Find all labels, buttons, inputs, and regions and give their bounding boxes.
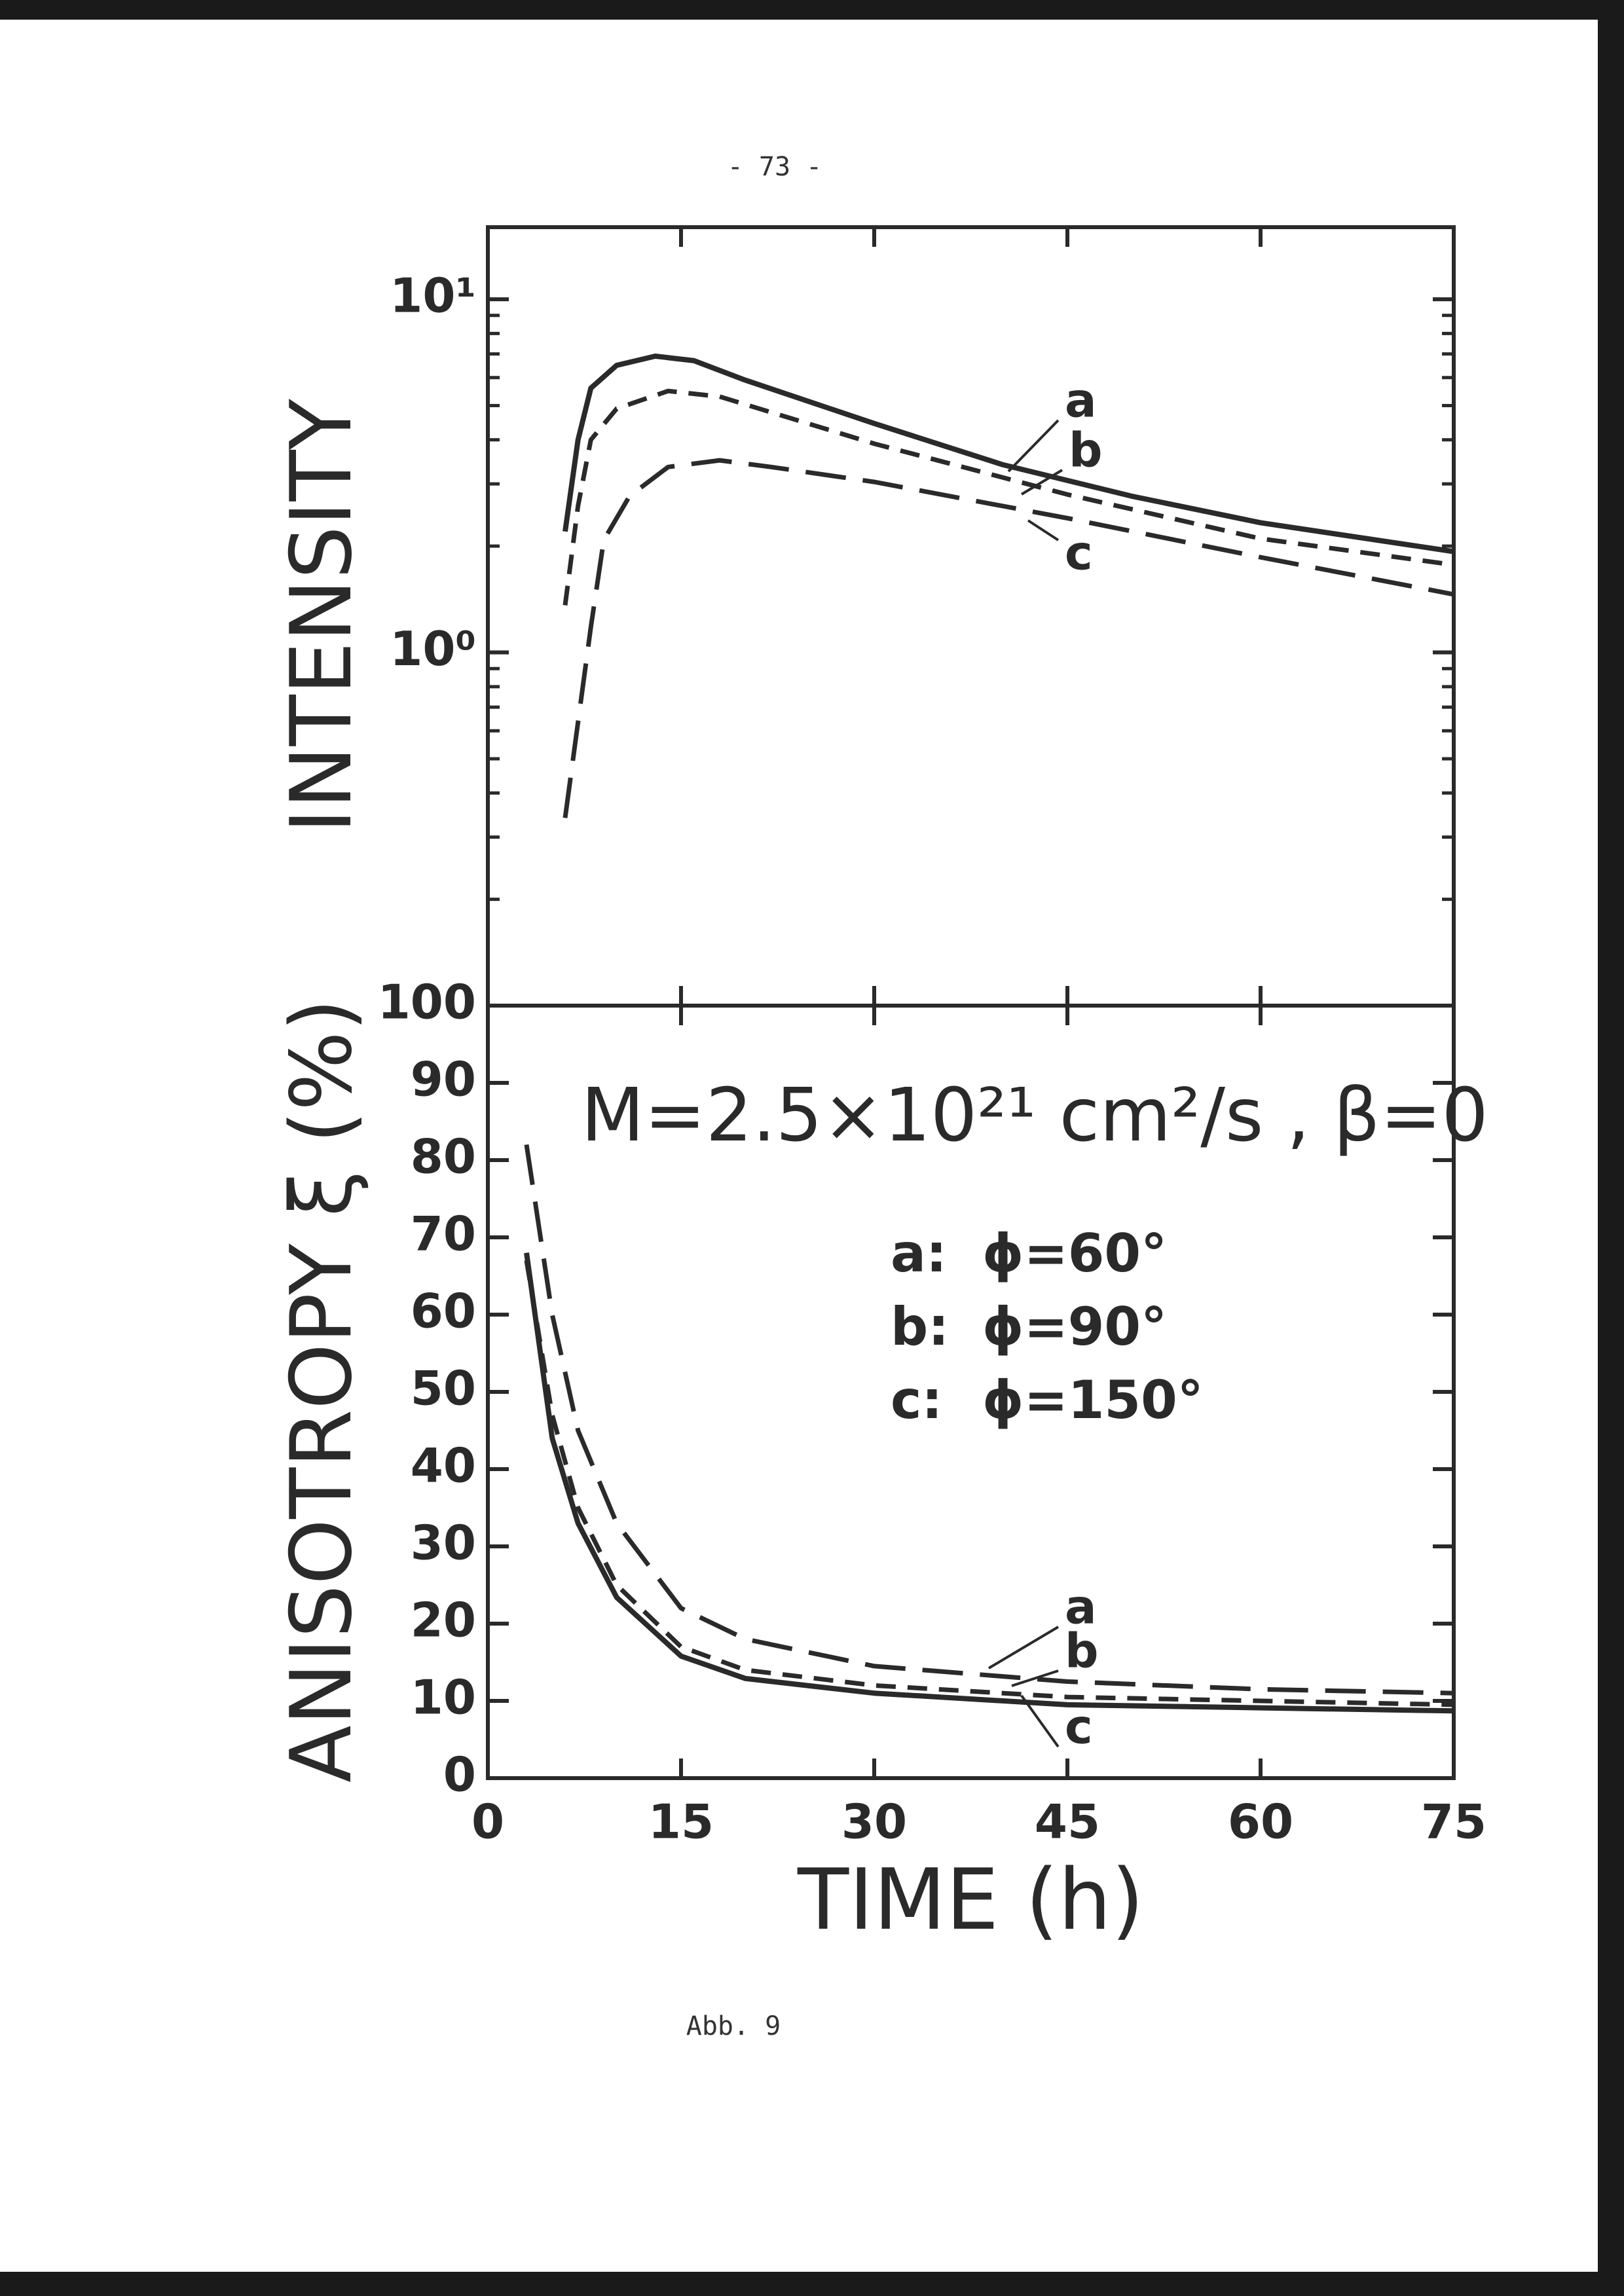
y-tick-label: 40 bbox=[411, 1438, 476, 1493]
y-tick-label: 20 bbox=[411, 1593, 476, 1648]
y-tick-label: 10¹ bbox=[390, 268, 476, 323]
x-tick-label: 15 bbox=[648, 1795, 714, 1850]
scan-edge-right bbox=[1598, 0, 1624, 2296]
curve-label-leader bbox=[1020, 1694, 1060, 1748]
legend-label: ϕ=90° bbox=[982, 1296, 1167, 1357]
curve-label-leader bbox=[1027, 519, 1060, 541]
y-tick-label: 10⁰ bbox=[390, 621, 476, 676]
x-tick-label: 45 bbox=[1035, 1795, 1100, 1850]
curve bbox=[524, 1252, 1454, 1714]
legend-label: ϕ=150° bbox=[982, 1370, 1204, 1430]
figure: 10⁰10¹abcINTENSITY0102030405060708090100… bbox=[273, 225, 1488, 1949]
x-tick-label: 60 bbox=[1228, 1795, 1293, 1850]
x-tick-label: 30 bbox=[841, 1795, 907, 1850]
curve bbox=[563, 458, 1454, 818]
y-tick-label: 100 bbox=[378, 975, 476, 1030]
x-axis-title: TIME (h) bbox=[797, 1851, 1144, 1949]
curve-label-leader bbox=[1007, 419, 1060, 473]
scan-edge-bottom bbox=[0, 2272, 1624, 2296]
y-tick-label: 70 bbox=[411, 1207, 476, 1262]
y-tick-label: 50 bbox=[411, 1361, 476, 1416]
curve bbox=[563, 354, 1454, 555]
y-axis-title: INTENSITY bbox=[273, 398, 371, 833]
legend-key: a: bbox=[891, 1223, 947, 1284]
curve-label: c bbox=[1065, 526, 1093, 581]
curve-label: a bbox=[1065, 373, 1097, 428]
curve bbox=[524, 1260, 1454, 1707]
scan-edge-top bbox=[0, 0, 1624, 20]
legend-label: ϕ=60° bbox=[982, 1223, 1167, 1284]
curve bbox=[563, 388, 1454, 606]
y-axis-title: ANISOTROPY ξ (%) bbox=[273, 998, 371, 1783]
curve-label-leader bbox=[1020, 469, 1063, 496]
curve-label: a bbox=[1065, 1580, 1097, 1635]
y-tick-label: 80 bbox=[411, 1129, 476, 1184]
curve-label: b bbox=[1065, 1624, 1099, 1679]
page-number: - 73 - bbox=[728, 152, 822, 182]
legend-key: c: bbox=[891, 1370, 942, 1430]
curve-label: b bbox=[1069, 423, 1103, 478]
curve bbox=[524, 1144, 1454, 1696]
y-tick-label: 0 bbox=[443, 1747, 476, 1802]
x-tick-label: 0 bbox=[471, 1795, 504, 1850]
legend-key: b: bbox=[891, 1296, 949, 1357]
y-tick-label: 10 bbox=[411, 1670, 476, 1725]
annotation: M=2.5×10²¹ cm²/s , β=0 bbox=[581, 1073, 1488, 1158]
curve-label: c bbox=[1065, 1700, 1093, 1755]
y-tick-label: 60 bbox=[411, 1284, 476, 1339]
curve-label-leader bbox=[1011, 1669, 1059, 1687]
y-tick-label: 90 bbox=[411, 1052, 476, 1107]
plot-frame bbox=[486, 225, 1456, 1008]
caption: Abb. 9 bbox=[686, 2011, 781, 2041]
y-tick-label: 30 bbox=[411, 1516, 476, 1571]
curve-label-leader bbox=[987, 1626, 1060, 1669]
x-tick-label: 75 bbox=[1421, 1795, 1486, 1850]
